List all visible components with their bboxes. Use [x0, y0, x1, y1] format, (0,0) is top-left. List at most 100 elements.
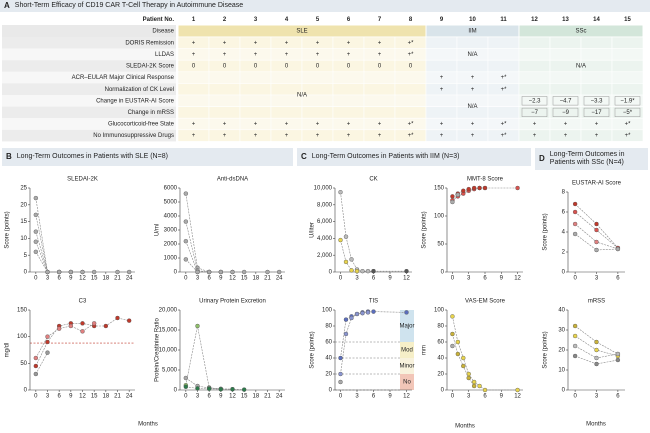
cell-bg — [518, 36, 551, 49]
table-cell: + — [440, 122, 444, 128]
data-point — [33, 239, 39, 244]
data-point — [103, 323, 109, 329]
y-axis-label: Score (points) — [543, 331, 549, 368]
patient-number: 14 — [593, 17, 600, 23]
data-point — [461, 355, 466, 361]
series-line — [35, 198, 130, 273]
table-cell: + — [471, 87, 475, 93]
table-cell: + — [533, 122, 537, 128]
data-point — [515, 387, 520, 393]
y-tick-label: 8 — [562, 190, 566, 196]
cell-box — [583, 107, 610, 117]
data-point — [80, 329, 85, 334]
data-point — [404, 310, 409, 315]
x-tick-label: 9 — [69, 394, 73, 400]
data-point — [115, 315, 120, 321]
table-cell: + — [223, 52, 227, 58]
y-tick-label: 2000 — [164, 242, 178, 248]
data-point — [218, 387, 224, 392]
y-tick-label: 80 — [437, 324, 444, 330]
cell-bg — [549, 48, 582, 61]
cell-bg — [456, 36, 489, 49]
cell-bg — [177, 83, 210, 96]
x-tick-label: 0 — [573, 394, 577, 400]
cell-bg — [518, 59, 551, 73]
row-label: SLEDAI-2K Score — [126, 64, 175, 70]
data-point — [276, 269, 282, 275]
data-point — [33, 229, 39, 234]
y-tick-label: 0 — [441, 270, 445, 276]
cell-bg — [363, 106, 396, 119]
panel-c-header: C Long-Term Outcomes in Patients with IIM… — [297, 148, 531, 166]
cell-bg — [518, 83, 551, 96]
data-point — [349, 315, 354, 321]
row-label: ACR–EULAR Major Clinical Response — [72, 75, 175, 81]
cell-bg — [487, 36, 520, 49]
data-point — [594, 221, 599, 227]
data-point — [33, 363, 39, 369]
data-point — [482, 185, 488, 191]
data-point — [338, 379, 343, 385]
data-point — [594, 339, 599, 345]
y-tick-label: 150 — [17, 308, 28, 314]
patient-number: 6 — [347, 17, 351, 23]
data-point — [45, 339, 50, 345]
y-tick-label: 10,000 — [159, 348, 178, 354]
data-point — [126, 269, 132, 275]
cell-bg — [394, 94, 427, 107]
y-tick-label: 0 — [562, 270, 566, 276]
data-point — [183, 238, 189, 244]
table-cell: + — [471, 122, 475, 128]
table-cell: 0 — [223, 64, 227, 70]
y-tick-label: 10 — [558, 368, 565, 374]
row-bg — [2, 106, 176, 119]
series-line — [185, 259, 210, 273]
y-tick-label: 40 — [558, 308, 565, 314]
x-tick-label: 24 — [126, 276, 133, 282]
data-point — [450, 343, 455, 349]
series-line — [185, 193, 280, 273]
series-line — [452, 316, 518, 391]
panel-d-header: D Long-Term Outcomes in Patients with SSc… — [535, 148, 648, 170]
x-tick-label: 6 — [207, 276, 211, 282]
x-tick-label: 18 — [102, 276, 109, 282]
x-tick-label: 9 — [388, 394, 392, 400]
y-tick-label: 0 — [329, 270, 333, 276]
cell-bg — [487, 106, 520, 119]
x-tick-label: 12 — [229, 276, 236, 282]
patient-number: 15 — [624, 17, 631, 23]
y-tick-label: 60 — [437, 340, 444, 346]
data-point — [68, 323, 74, 329]
band — [400, 310, 414, 342]
data-point — [471, 379, 477, 385]
data-point — [56, 269, 62, 275]
x-tick-label: 9 — [69, 276, 73, 282]
data-point — [45, 334, 50, 339]
y-tick-label: 100 — [434, 214, 445, 220]
y-tick-label: 20 — [20, 202, 27, 208]
data-point — [615, 351, 621, 357]
x-tick-label: 24 — [276, 276, 283, 282]
data-point — [615, 246, 621, 252]
cell-box — [552, 107, 579, 117]
x-tick-label: 3 — [196, 276, 200, 282]
data-point — [183, 375, 189, 381]
row-label: Normalization of CK Level — [105, 87, 174, 93]
x-tick-label: 12 — [403, 276, 410, 282]
data-point — [450, 194, 455, 199]
data-point — [594, 239, 599, 245]
y-tick-label: 30 — [558, 328, 565, 334]
data-point — [183, 384, 189, 389]
row-bg — [2, 118, 176, 130]
cell-bg — [332, 83, 365, 96]
data-point — [68, 269, 74, 275]
table-cell: +* — [408, 52, 415, 58]
x-tick-label: 9 — [219, 276, 223, 282]
cell-bg — [425, 106, 458, 119]
data-point — [450, 199, 455, 205]
data-point — [572, 231, 578, 237]
data-point — [572, 333, 578, 339]
cell-bg — [549, 36, 582, 49]
y-tick-label: 2,000 — [317, 253, 333, 259]
series-line — [574, 203, 619, 249]
